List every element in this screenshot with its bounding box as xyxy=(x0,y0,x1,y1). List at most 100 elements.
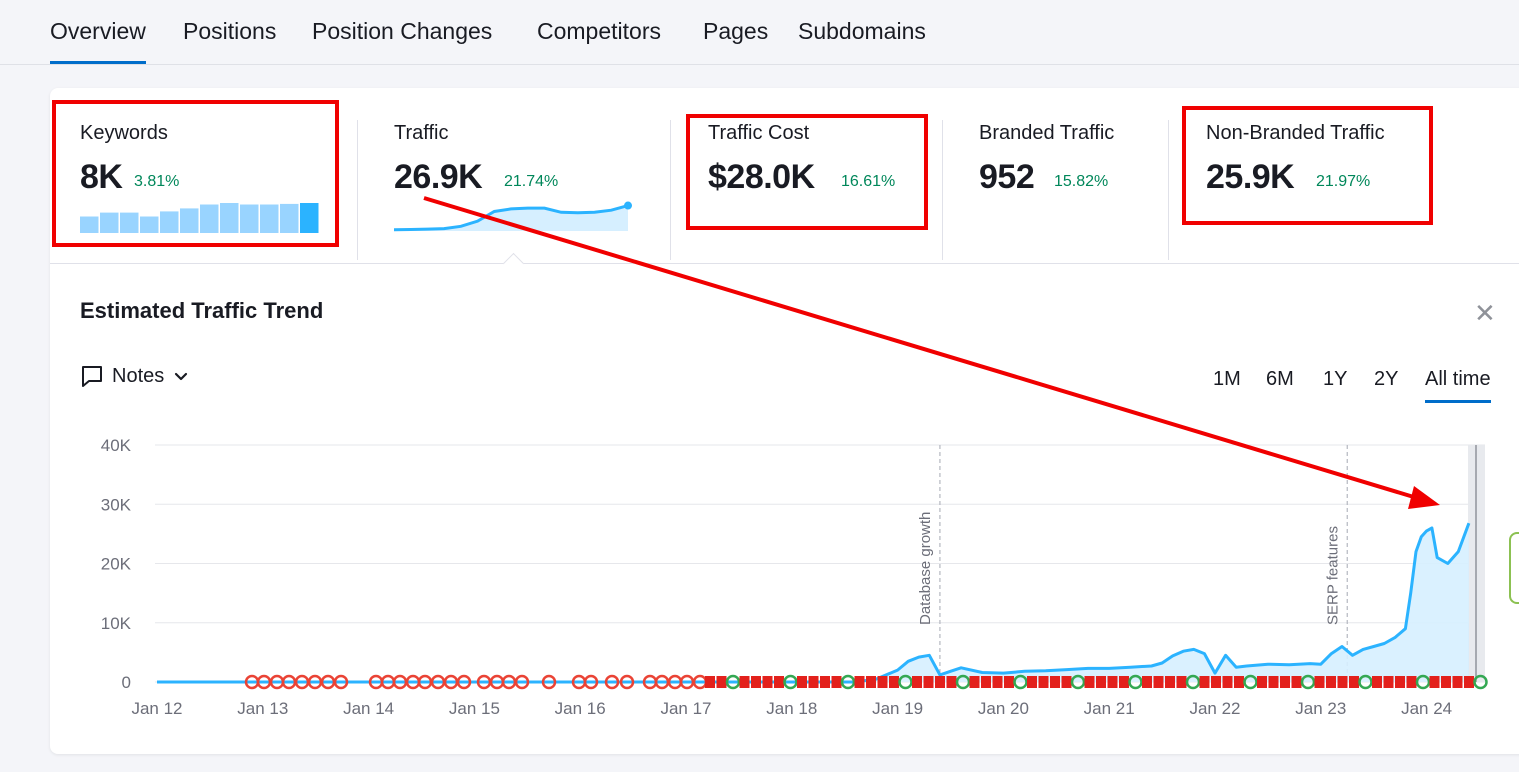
metric-label: Branded Traffic xyxy=(979,122,1115,144)
flag-icon xyxy=(877,676,888,688)
traffic-sparkline-dot xyxy=(624,201,632,210)
range-all-time[interactable]: All time xyxy=(1425,368,1491,403)
google-update-icon xyxy=(1358,674,1373,690)
flag-icon xyxy=(739,676,750,688)
flag-icon xyxy=(1349,676,1359,688)
flag-icon xyxy=(1406,676,1417,688)
flag-icon xyxy=(992,676,1003,688)
flag-icon xyxy=(1441,676,1451,688)
flag-icon xyxy=(946,676,957,688)
metric-delta: 3.81% xyxy=(134,173,180,190)
divider xyxy=(942,120,943,260)
side-widget-edge[interactable] xyxy=(1509,532,1519,604)
flag-icon xyxy=(1061,676,1072,688)
flag-icon xyxy=(1268,676,1279,688)
metric-label: Traffic xyxy=(394,122,449,144)
divider xyxy=(357,120,358,260)
flag-icon xyxy=(1337,676,1348,688)
flag-icon xyxy=(1084,676,1095,688)
panel-divider xyxy=(50,263,1519,264)
keywords-bar xyxy=(280,203,299,233)
google-update-icon xyxy=(619,674,635,690)
x-tick-label: Jan 16 xyxy=(555,699,606,718)
flag-icon xyxy=(1027,676,1037,688)
keywords-bar xyxy=(180,208,199,233)
notes-dropdown[interactable]: Notes xyxy=(80,362,190,390)
metric-value: $28.0K xyxy=(708,158,815,196)
google-update-icon xyxy=(456,674,472,690)
flag-icon xyxy=(1395,676,1405,688)
metric-value: 952 xyxy=(979,158,1035,196)
metric-value: 25.9K xyxy=(1206,158,1295,196)
metric-delta: 15.82% xyxy=(1054,173,1109,190)
flag-icon xyxy=(1222,676,1233,688)
chevron-down-icon xyxy=(175,372,188,381)
flag-icon xyxy=(1383,676,1394,688)
google-update-icon xyxy=(1128,674,1143,690)
tab-position-changes[interactable]: Position Changes xyxy=(312,18,493,44)
x-tick-label: Jan 13 xyxy=(237,699,288,718)
traffic-sparkline-line xyxy=(393,204,629,232)
google-update-icon xyxy=(1243,674,1258,690)
keywords-bar xyxy=(100,212,119,233)
flag-icon xyxy=(1211,676,1221,688)
metric-value: 8K xyxy=(80,158,123,196)
keywords-bar xyxy=(80,216,99,233)
annotation-label: Database growth xyxy=(917,512,934,625)
flag-icon xyxy=(889,676,899,688)
flag-icon xyxy=(1119,676,1129,688)
metric-delta: 21.97% xyxy=(1316,173,1371,190)
tab-positions[interactable]: Positions xyxy=(183,18,277,44)
flag-icon xyxy=(1142,676,1152,688)
tab-subdomains[interactable]: Subdomains xyxy=(798,18,926,44)
highlight-traffic-cost xyxy=(686,114,928,230)
y-tick-label: 30K xyxy=(101,495,132,514)
flag-icon xyxy=(1314,676,1325,688)
annotation-label: SERP features xyxy=(1324,526,1341,625)
flag-icon xyxy=(1038,676,1049,688)
range-1y[interactable]: 1Y xyxy=(1323,368,1348,390)
flag-icon xyxy=(1452,676,1463,688)
flag-icon xyxy=(1280,676,1290,688)
annotation-arrow-line xyxy=(423,196,1423,502)
flag-icon xyxy=(912,676,922,688)
tab-pages[interactable]: Pages xyxy=(703,18,769,44)
divider xyxy=(670,120,671,260)
keywords-bar xyxy=(140,216,159,233)
google-update-icon xyxy=(1300,674,1316,690)
flag-icon xyxy=(774,676,784,688)
range-1m[interactable]: 1M xyxy=(1213,368,1241,390)
flag-icon xyxy=(1176,676,1187,688)
flag-icon xyxy=(969,676,980,688)
flag-icon xyxy=(935,676,945,688)
traffic-sparkline-area xyxy=(394,205,628,231)
flag-icon xyxy=(716,676,727,688)
google-update-icon xyxy=(840,674,856,690)
x-tick-label: Jan 19 xyxy=(872,699,923,718)
flag-icon xyxy=(1372,676,1382,688)
tab-competitors[interactable]: Competitors xyxy=(537,18,661,44)
traffic-line xyxy=(157,522,1471,684)
flag-icon xyxy=(1050,676,1060,688)
google-update-icon xyxy=(955,674,971,690)
metric-label: Keywords xyxy=(80,122,168,144)
flag-icon xyxy=(762,676,773,688)
google-update-icon xyxy=(725,674,741,690)
google-update-icon xyxy=(898,674,913,690)
x-tick-label: Jan 15 xyxy=(449,699,500,718)
y-tick-label: 20K xyxy=(101,555,132,574)
range-2y[interactable]: 2Y xyxy=(1374,368,1399,390)
flag-icon xyxy=(1464,676,1474,688)
divider xyxy=(1168,120,1169,260)
google-update-icon xyxy=(1185,674,1201,690)
panel-title: Estimated Traffic Trend xyxy=(80,298,324,323)
tab-overview[interactable]: Overview xyxy=(50,18,146,64)
flag-icon xyxy=(831,676,842,688)
y-tick-label: 10K xyxy=(101,614,132,633)
flag-icon xyxy=(1234,676,1244,688)
metric-value: 26.9K xyxy=(394,158,483,196)
google-update-icon xyxy=(514,674,530,690)
close-icon[interactable]: ✕ xyxy=(1474,298,1496,328)
range-6m[interactable]: 6M xyxy=(1266,368,1294,390)
x-tick-label: Jan 17 xyxy=(660,699,711,718)
